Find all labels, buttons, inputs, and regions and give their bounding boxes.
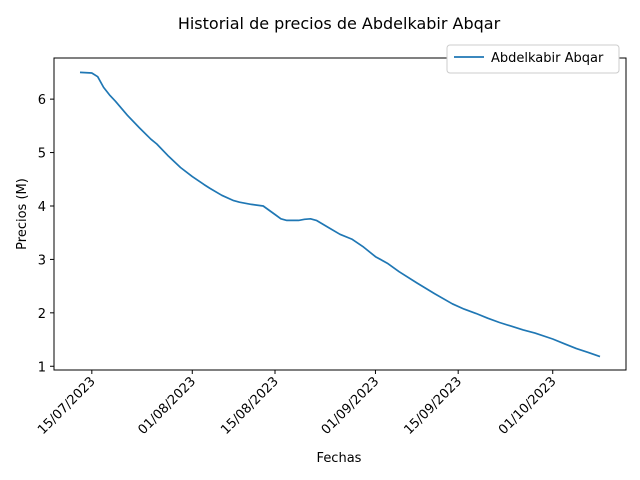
- y-axis-label: Precios (M): [15, 178, 30, 250]
- plot-area: [79, 71, 601, 358]
- series-line-abdelkabir-abqar: [79, 71, 601, 358]
- y-tick-label: 5: [38, 147, 46, 162]
- y-tick-label: 1: [38, 360, 46, 375]
- y-tick-label: 4: [38, 200, 46, 215]
- y-tick-label: 2: [38, 307, 46, 322]
- legend-box: [446, 44, 620, 74]
- legend-label-abdelkabir-abqar: Abdelkabir Abqar: [491, 51, 604, 66]
- y-tick-label: 6: [38, 93, 46, 108]
- chart-title: Historial de precios de Abdelkabir Abqar: [178, 14, 501, 33]
- x-axis-label: Fechas: [317, 451, 362, 466]
- plot-frame: [53, 57, 627, 371]
- y-tick-label: 3: [38, 253, 46, 268]
- legend: Abdelkabir Abqar: [446, 44, 620, 74]
